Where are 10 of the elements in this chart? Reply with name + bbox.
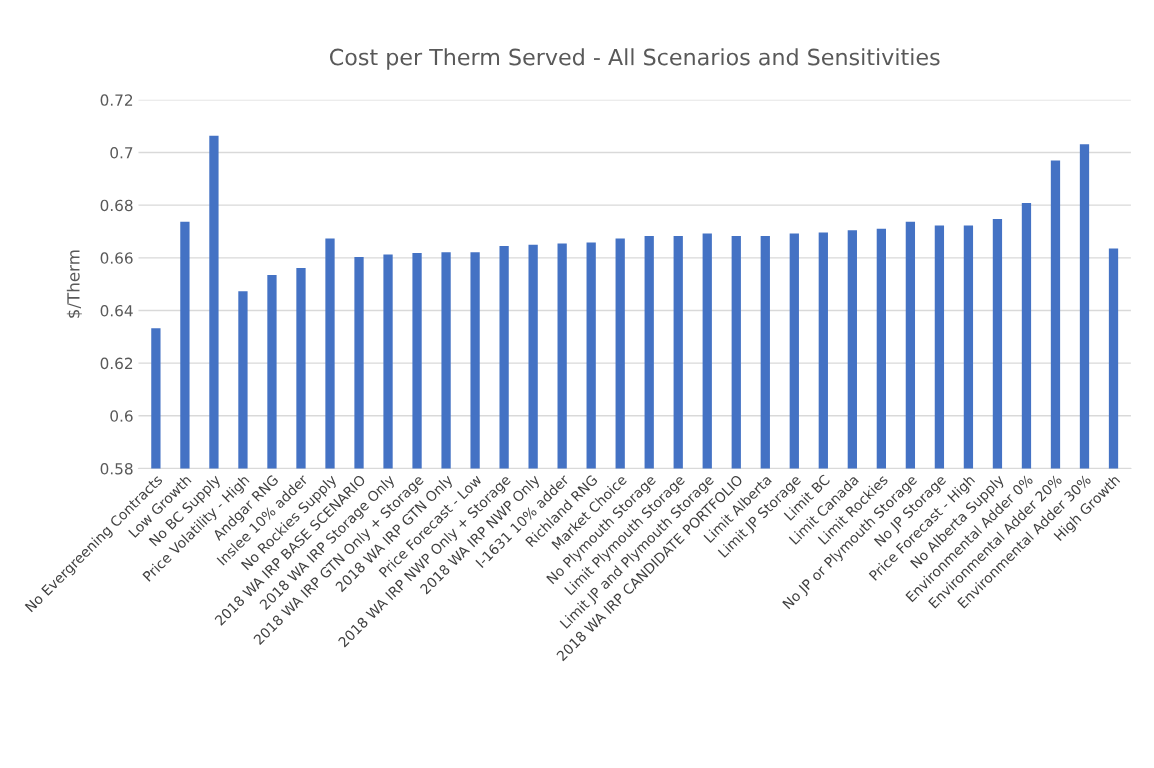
y-tick-label: 0.66 bbox=[100, 252, 133, 264]
y-tick-label: 0.62 bbox=[100, 357, 133, 370]
y-axis-title: $/Therm bbox=[66, 250, 82, 318]
chart-title: Cost per Therm Served - All Scenarios and Sensitivities bbox=[329, 48, 940, 70]
y-tick-label: 0.72 bbox=[100, 94, 133, 106]
y-tick-label: 0.58 bbox=[100, 462, 133, 475]
y-tick-label: 0.68 bbox=[100, 199, 133, 212]
y-tick-label: 0.7 bbox=[110, 146, 133, 159]
y-tick-label: 0.64 bbox=[100, 304, 133, 317]
y-tick-label: 0.6 bbox=[110, 410, 133, 422]
